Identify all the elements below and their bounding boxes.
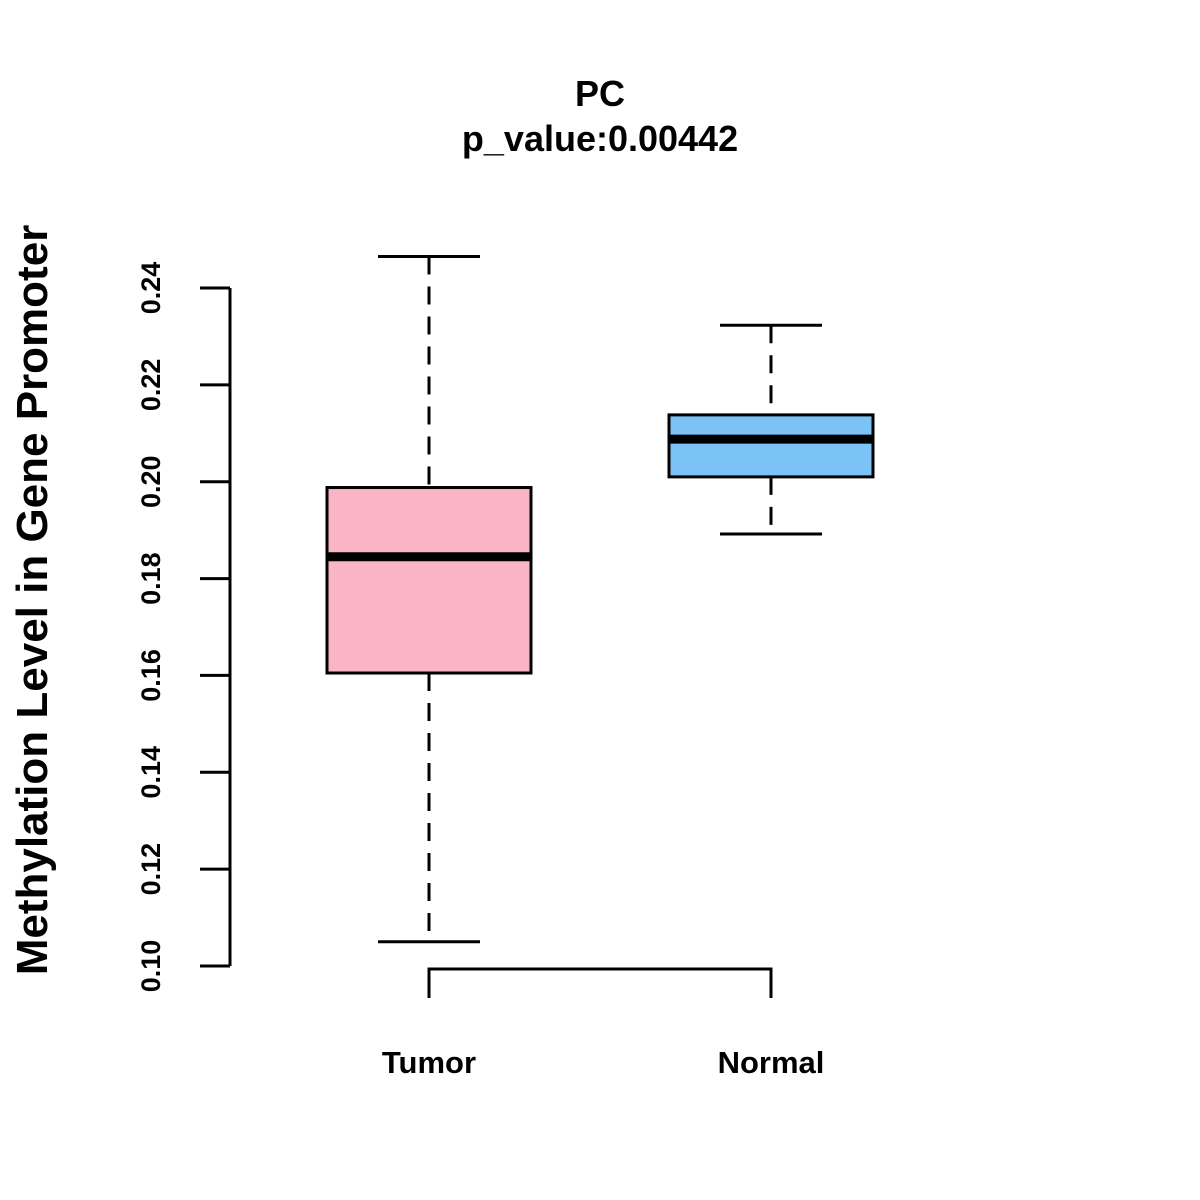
- y-tick-label: 0.16: [136, 649, 166, 702]
- y-tick-label: 0.24: [136, 262, 166, 315]
- y-axis: 0.10 0.12 0.14 0.16 0.18 0.20 0.22 0.24: [136, 262, 232, 993]
- y-tick-label: 0.10: [136, 940, 166, 993]
- iqr-box: [667, 413, 875, 479]
- bracket-line: [427, 967, 773, 998]
- box-tumor: [325, 255, 533, 944]
- chart-title: PC: [575, 73, 625, 114]
- boxes: [325, 255, 875, 944]
- y-tick-label: 0.20: [136, 455, 166, 508]
- y-tick-label: 0.18: [136, 552, 166, 605]
- x-axis-labels: Tumor Normal: [382, 1045, 824, 1080]
- iqr-box: [325, 486, 533, 675]
- x-label-tumor: Tumor: [382, 1045, 476, 1080]
- y-tick-label: 0.22: [136, 359, 166, 412]
- chart-subtitle: p_value:0.00442: [462, 118, 738, 159]
- y-axis-label: Methylation Level in Gene Promoter: [8, 225, 57, 976]
- y-tick-label: 0.14: [136, 746, 166, 799]
- box-normal: [667, 323, 875, 536]
- comparison-bracket: [427, 967, 773, 998]
- y-tick-label: 0.12: [136, 843, 166, 896]
- x-label-normal: Normal: [718, 1045, 825, 1080]
